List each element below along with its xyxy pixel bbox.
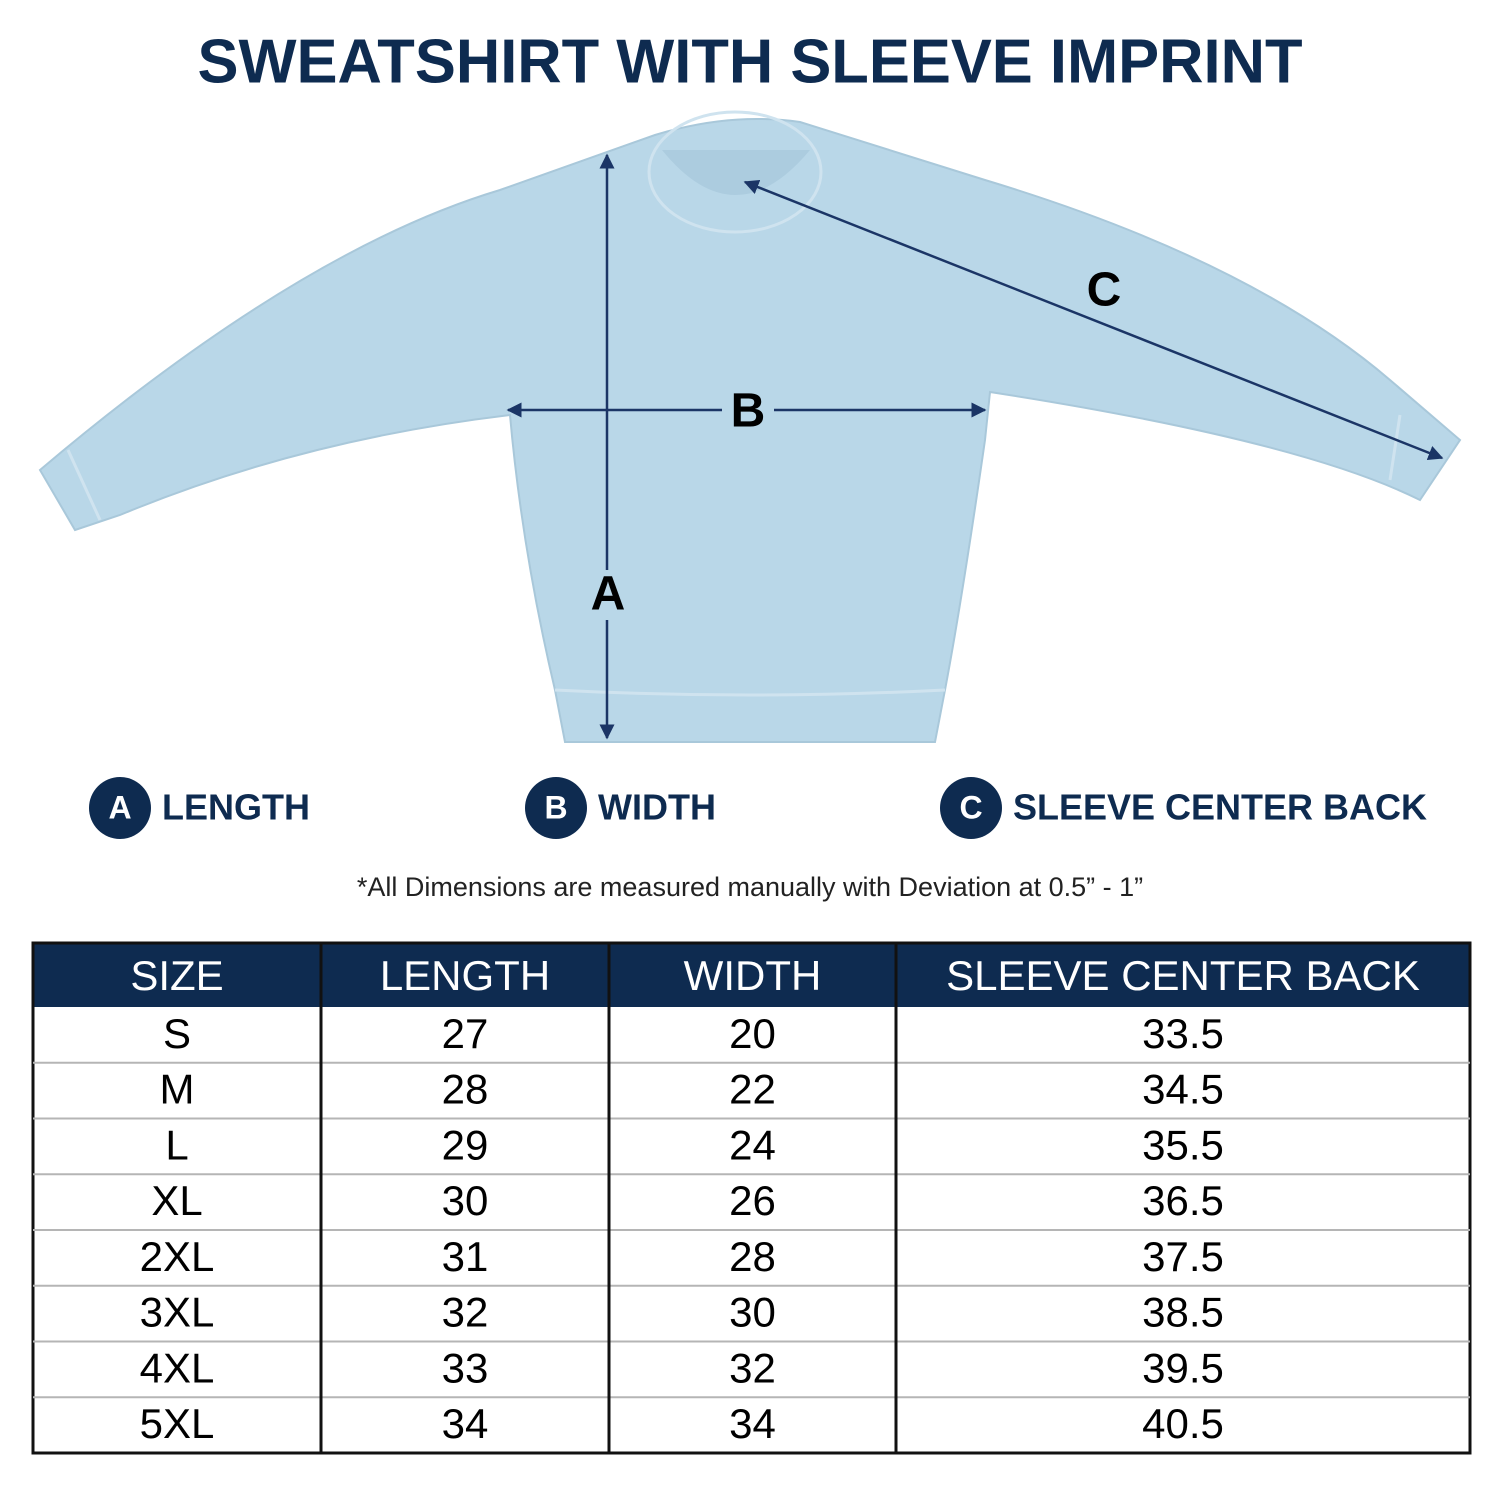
legend-letter: C [959, 789, 982, 825]
table-cell: M [160, 1066, 195, 1113]
table-cell: 24 [729, 1121, 776, 1168]
table-cell: 31 [442, 1233, 489, 1280]
table-cell: 37.5 [1142, 1233, 1224, 1280]
label-bg [722, 390, 774, 434]
legend-badge [940, 777, 1002, 839]
collar [647, 110, 823, 234]
table-border [31, 941, 1472, 1455]
legend-badge [89, 777, 151, 839]
table-cell: 38.5 [1142, 1289, 1224, 1336]
table-cell: 3XL [140, 1289, 215, 1336]
table-cell: 32 [442, 1289, 489, 1336]
legend-badge [525, 777, 587, 839]
legend-letter: B [544, 789, 567, 825]
table-cell: 29 [442, 1121, 489, 1168]
title: SWEATSHIRT WITH SLEEVE IMPRINT [198, 27, 1303, 96]
table-cell: 34 [442, 1400, 489, 1447]
table-header-cell: SIZE [130, 952, 223, 999]
label-bg [588, 570, 628, 620]
diagram-label: C [1087, 264, 1122, 317]
legend-label: WIDTH [598, 787, 716, 828]
table-cell: 33 [442, 1344, 489, 1391]
table-cell: 34 [729, 1400, 776, 1447]
table-cell: 5XL [140, 1400, 215, 1447]
table-cell: 4XL [140, 1344, 215, 1391]
collar-inner [662, 150, 810, 195]
table-cell: 26 [729, 1177, 776, 1224]
legend-label: SLEEVE CENTER BACK [1013, 787, 1427, 828]
table-cell: 35.5 [1142, 1121, 1224, 1168]
legend-label: LENGTH [162, 787, 310, 828]
table-cell: 34.5 [1142, 1066, 1224, 1113]
diagram-label: A [591, 568, 626, 621]
table-cell: 20 [729, 1010, 776, 1057]
table-cell: 33.5 [1142, 1010, 1224, 1057]
table-cell: 28 [729, 1233, 776, 1280]
table-header-bg [33, 943, 1470, 1007]
table-cell: 30 [442, 1177, 489, 1224]
table-header-cell: WIDTH [684, 952, 822, 999]
legend-letter: A [108, 789, 131, 825]
table-cell: 40.5 [1142, 1400, 1224, 1447]
table-header-cell: LENGTH [380, 952, 550, 999]
table-cell: 39.5 [1142, 1344, 1224, 1391]
table-cell: 2XL [140, 1233, 215, 1280]
table-cell: XL [151, 1177, 202, 1224]
arrow-c [743, 179, 1444, 461]
table-cell: 28 [442, 1066, 489, 1113]
table-cell: S [163, 1010, 191, 1057]
table-cell: 22 [729, 1066, 776, 1113]
table-cell: 27 [442, 1010, 489, 1057]
table-cell: 30 [729, 1289, 776, 1336]
table-cell: L [165, 1121, 188, 1168]
table-cell: 36.5 [1142, 1177, 1224, 1224]
note: *All Dimensions are measured manually wi… [357, 872, 1143, 902]
table-header-cell: SLEEVE CENTER BACK [946, 952, 1420, 999]
table-cell: 32 [729, 1344, 776, 1391]
diagram-label: B [731, 385, 766, 438]
